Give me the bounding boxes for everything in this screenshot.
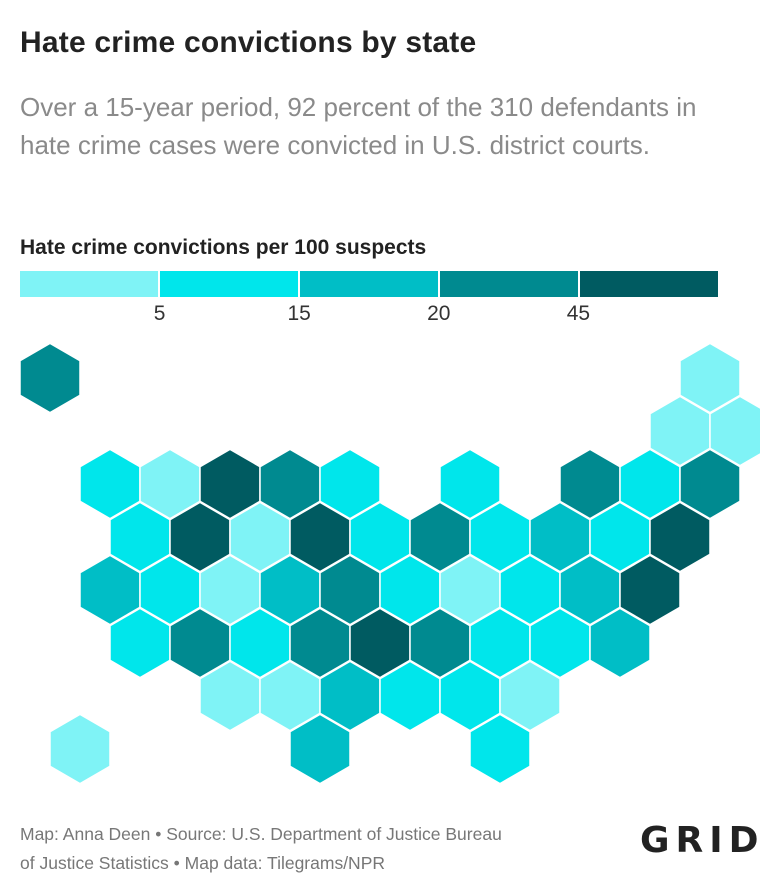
- footer-line-2: of Justice Statistics • Map data: Tilegr…: [20, 853, 386, 873]
- state-hex: [619, 554, 681, 626]
- legend-tick-label: 5: [153, 302, 166, 325]
- footer-line-1: Map: Anna Deen • Source: U.S. Department…: [20, 824, 502, 844]
- legend-bin-0: [20, 271, 160, 297]
- state-hex: [469, 713, 531, 785]
- chart-subtitle: Over a 15-year period, 92 percent of the…: [20, 92, 697, 160]
- grid-logo: GRID: [640, 820, 760, 861]
- state-hex: [319, 448, 381, 520]
- hexagon-tile-map: [19, 342, 760, 785]
- state-hex: [589, 607, 651, 679]
- state-hex: [49, 713, 111, 785]
- state-hex: [649, 501, 711, 573]
- legend-bin-1: [160, 271, 300, 297]
- legend-title: Hate crime convictions per 100 suspects: [20, 236, 427, 259]
- legend-tick-label: 20: [427, 302, 451, 325]
- state-hex: [289, 713, 351, 785]
- legend-tick-label: 45: [566, 302, 591, 325]
- state-hex: [19, 342, 81, 414]
- state-hex: [679, 448, 741, 520]
- state-hex: [709, 395, 760, 467]
- legend-bin-4: [580, 271, 718, 297]
- footer-credits: Map: Anna Deen • Source: U.S. Department…: [20, 820, 620, 878]
- legend-color-bar: [20, 271, 718, 297]
- legend-tick-label: 15: [287, 302, 311, 325]
- legend-bin-2: [300, 271, 440, 297]
- state-hex: [679, 342, 741, 414]
- state-hex: [499, 660, 561, 732]
- legend-bin-3: [440, 271, 580, 297]
- chart-title: Hate crime convictions by state: [20, 26, 477, 59]
- state-hex: [439, 448, 501, 520]
